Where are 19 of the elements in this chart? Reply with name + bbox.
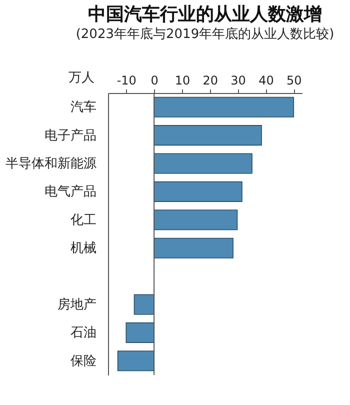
x-tick-label: 10 (174, 74, 190, 88)
x-axis-title: 万人 (68, 70, 94, 86)
y-tick-label: 房地产 (58, 296, 96, 312)
y-tick-label: 电子产品 (44, 128, 96, 144)
y-tick-label: 石油 (70, 326, 96, 341)
y-tick-label: 机械 (70, 241, 96, 256)
chart-subtitle: (2023年年底与2019年年底的从业人数比较) (76, 27, 334, 42)
y-tick-label: 半导体和新能源 (6, 156, 96, 172)
y-tick-label: 化工 (70, 212, 96, 228)
y-tick-label: 电气产品 (44, 184, 96, 200)
y-tick-label: 保险 (70, 354, 96, 369)
x-tick-label: 40 (258, 74, 274, 88)
y-tick-label: 汽车 (70, 100, 96, 116)
x-tick-label: 20 (202, 74, 218, 88)
x-tick-label: 30 (230, 74, 246, 88)
x-tick-label: -10 (116, 74, 136, 88)
chart-title: 中国汽车行业的从业人数激增 (88, 4, 322, 25)
x-tick-label: 50 (286, 74, 302, 88)
x-tick-label: 0 (150, 74, 158, 88)
